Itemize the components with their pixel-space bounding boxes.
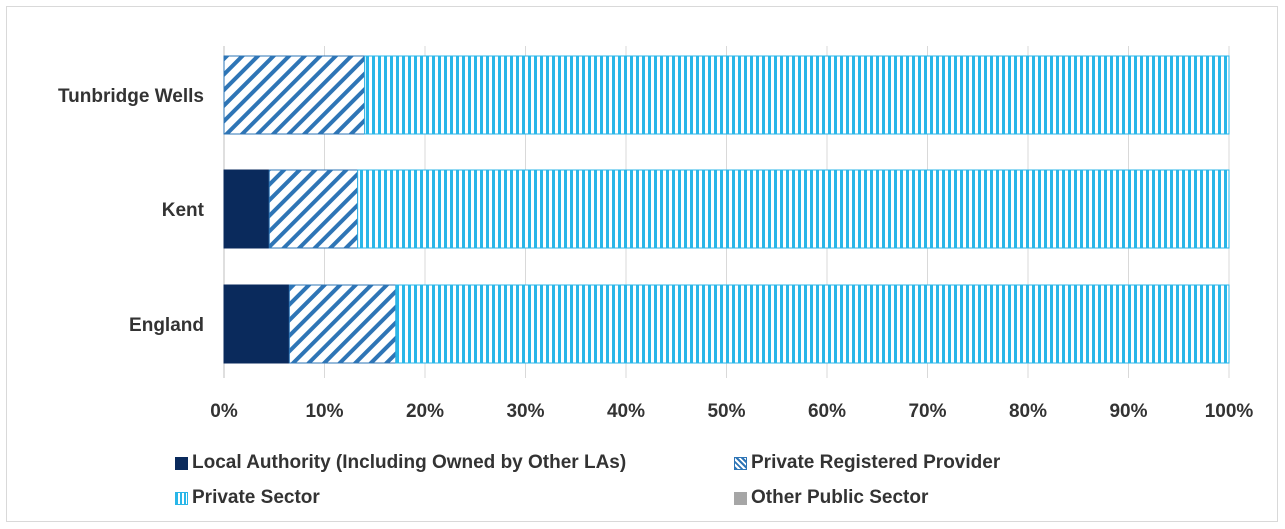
legend-swatch: [175, 456, 188, 470]
bar-segment: [268, 169, 359, 249]
legend-label: Other Public Sector: [751, 487, 929, 508]
category-label: England: [129, 315, 204, 336]
bar-segment: [288, 284, 397, 364]
chart-border: [6, 6, 1278, 522]
category-label: Tunbridge Wells: [58, 86, 204, 107]
bar-segment: [395, 284, 1230, 364]
x-tick-label: 10%: [305, 401, 343, 422]
legend-label: Local Authority (Including Owned by Othe…: [192, 452, 627, 473]
x-tick-label: 70%: [908, 401, 946, 422]
x-tick-label: 30%: [506, 401, 544, 422]
legend-item: Private Sector: [175, 487, 320, 509]
legend-swatch: [734, 491, 747, 505]
bar-segment: [223, 55, 366, 135]
legend-item: Other Public Sector: [734, 487, 928, 509]
x-tick-label: 40%: [607, 401, 645, 422]
legend-item: Private Registered Provider: [734, 452, 1000, 474]
legend-swatch: [175, 491, 188, 505]
x-tick-label: 60%: [808, 401, 846, 422]
legend-item: Local Authority (Including Owned by Othe…: [175, 452, 626, 474]
x-tick-label: 50%: [707, 401, 745, 422]
bar-segment: [364, 55, 1230, 135]
x-tick-label: 100%: [1205, 401, 1254, 422]
x-tick-label: 20%: [406, 401, 444, 422]
legend-label: Private Sector: [192, 487, 320, 508]
legend-swatch: [734, 456, 747, 470]
x-tick-label: 80%: [1009, 401, 1047, 422]
legend-label: Private Registered Provider: [751, 452, 1001, 473]
bar-segment: [223, 284, 290, 364]
x-tick-label: 0%: [210, 401, 238, 422]
category-label: Kent: [162, 200, 205, 221]
bar-segment: [223, 169, 270, 249]
bar-segment: [357, 169, 1230, 249]
x-tick-label: 90%: [1109, 401, 1147, 422]
